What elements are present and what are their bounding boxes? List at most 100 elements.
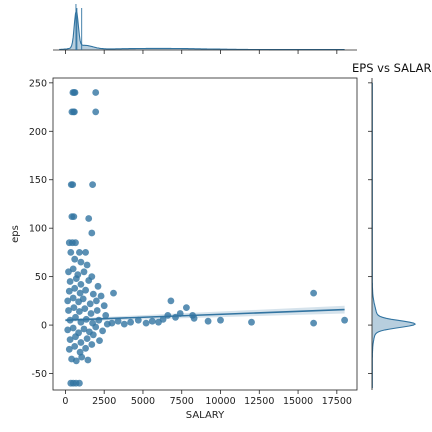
scatter-point <box>69 294 77 302</box>
scatter-point <box>142 319 150 327</box>
scatter-point <box>83 261 91 269</box>
marginal-x-density-line <box>59 8 345 51</box>
scatter-point <box>66 336 74 343</box>
scatter-point <box>83 335 91 342</box>
y-axis-label: eps <box>10 225 21 243</box>
scatter-point <box>108 319 116 327</box>
scatter-point <box>89 181 96 189</box>
scatter-point <box>89 331 97 339</box>
scatter-point <box>76 249 83 256</box>
scatter-point <box>86 300 94 308</box>
scatter-point <box>82 344 89 352</box>
main-plot: 0 2500 5000 7500 10000 12500 15000 17500 -50 0 50… <box>10 77 358 421</box>
scatter-point <box>64 297 72 305</box>
scatter-point <box>310 289 317 297</box>
plot-frame <box>52 77 358 391</box>
scatter-point <box>190 314 198 322</box>
scatter-point <box>88 229 96 237</box>
x-tick-label: 15000 <box>283 396 313 407</box>
scatter-point <box>85 277 93 284</box>
scatter-point <box>76 289 84 297</box>
scatter-point <box>97 292 105 300</box>
x-tick-label: 7500 <box>170 396 194 407</box>
scatter-point <box>77 258 85 266</box>
marginal-y-density-line <box>371 82 417 389</box>
scatter-point <box>77 339 85 346</box>
scatter-point <box>72 333 79 341</box>
x-tick-label: 10000 <box>205 396 235 407</box>
y-tick-label: -50 <box>31 369 47 380</box>
scatter-point <box>67 249 75 256</box>
marginal-y-ticks <box>368 82 372 374</box>
marginal-x-density-fill <box>59 10 345 50</box>
scatter-point <box>114 317 122 325</box>
scatter-point <box>69 265 77 273</box>
scatter-point <box>94 282 102 290</box>
y-tick-label: 150 <box>29 175 47 186</box>
scatter-point <box>310 319 317 327</box>
plot-area <box>53 78 357 390</box>
x-tick-label: 12500 <box>244 396 274 407</box>
y-tick-label: 200 <box>29 127 47 138</box>
scatter-point <box>85 215 93 222</box>
scatter-point <box>92 108 100 116</box>
scatter-point <box>72 357 80 365</box>
scatter-point <box>92 323 100 331</box>
chart-title: EPS vs SALAR <box>352 61 432 75</box>
scatter-point <box>71 255 79 263</box>
scatter-point <box>93 307 101 314</box>
scatter-point <box>110 289 117 297</box>
x-axis-label: SALARY <box>186 410 225 421</box>
scatter-point <box>78 353 86 361</box>
scatter-point <box>134 316 142 324</box>
scatter-point <box>70 213 78 221</box>
x-axis-ticks: 0 2500 5000 7500 10000 12500 15000 17500 <box>62 390 352 407</box>
scatter-point <box>65 287 73 295</box>
scatter-point <box>148 317 156 325</box>
scatter-point <box>84 356 92 364</box>
scatter-point <box>76 308 83 315</box>
scatter-point <box>70 304 78 311</box>
scatter-point <box>248 318 255 326</box>
marginal-y <box>368 78 417 390</box>
marginal-x <box>53 4 357 54</box>
scatter-point <box>100 302 108 310</box>
x-tick-label: 17500 <box>322 396 352 407</box>
scatter-point <box>88 341 96 348</box>
y-tick-label: 0 <box>41 321 47 332</box>
scatter-point <box>65 345 73 353</box>
scatter-point <box>87 310 95 317</box>
scatter-point <box>80 325 88 333</box>
scatter-point <box>99 327 106 335</box>
scatter-point <box>93 297 100 305</box>
y-tick-label: 250 <box>29 78 47 89</box>
scatter-point <box>81 305 89 312</box>
marginal-x-ticks <box>65 4 338 54</box>
scatter-point <box>79 295 87 303</box>
scatter-point <box>77 281 85 288</box>
y-tick-label: 50 <box>35 272 47 283</box>
scatter-point <box>159 315 167 323</box>
scatter-point <box>102 312 110 319</box>
scatter-point <box>72 239 79 247</box>
scatter-point <box>71 343 79 350</box>
scatter-point <box>217 316 224 324</box>
scatter-point <box>89 290 97 298</box>
y-tick-label: 100 <box>29 224 47 235</box>
scatter-point <box>120 320 128 328</box>
scatter-point <box>76 379 83 387</box>
scatter-point <box>341 316 348 324</box>
scatter-point <box>71 108 78 116</box>
scatter-points <box>64 89 348 387</box>
regression-line <box>65 308 345 322</box>
x-tick-label: 0 <box>62 396 68 407</box>
scatter-point <box>71 284 79 292</box>
scatter-point <box>69 324 77 332</box>
scatter-point <box>92 89 100 96</box>
scatter-point <box>167 297 175 305</box>
x-tick-label: 5000 <box>131 396 155 407</box>
scatter-point <box>82 249 89 256</box>
scatter-point <box>204 317 212 325</box>
scatter-point <box>64 326 72 334</box>
